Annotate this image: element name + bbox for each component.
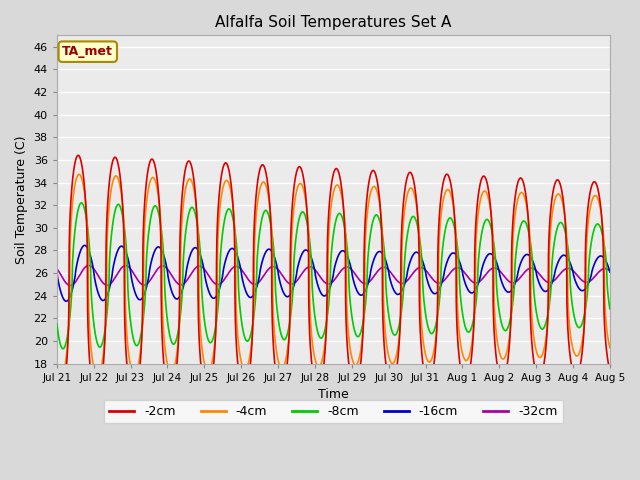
-16cm — [289, 285, 297, 290]
Line: -8cm: -8cm — [57, 203, 610, 349]
-16cm — [149, 252, 157, 258]
-8cm — [59, 346, 67, 352]
-2cm — [606, 367, 614, 373]
-8cm — [149, 205, 157, 211]
X-axis label: Time: Time — [318, 388, 349, 401]
-2cm — [56, 400, 63, 406]
-16cm — [116, 244, 124, 250]
-16cm — [536, 282, 543, 288]
Y-axis label: Soil Temperature (C): Soil Temperature (C) — [15, 135, 28, 264]
-16cm — [62, 299, 70, 304]
-2cm — [74, 153, 82, 158]
Line: -16cm: -16cm — [57, 245, 610, 301]
-2cm — [596, 194, 604, 200]
-4cm — [596, 201, 604, 206]
-16cm — [81, 242, 88, 248]
-4cm — [116, 184, 124, 190]
-16cm — [606, 269, 614, 275]
-4cm — [266, 199, 273, 205]
-4cm — [536, 355, 543, 360]
-32cm — [606, 268, 614, 274]
-32cm — [149, 273, 157, 278]
-2cm — [149, 157, 157, 163]
-2cm — [536, 375, 543, 381]
-2cm — [53, 394, 61, 400]
-2cm — [289, 191, 297, 197]
-32cm — [116, 266, 124, 272]
-8cm — [606, 306, 614, 312]
-4cm — [76, 171, 83, 177]
-8cm — [266, 215, 273, 220]
-2cm — [116, 175, 124, 180]
-4cm — [289, 211, 297, 217]
-16cm — [266, 246, 273, 252]
Line: -2cm: -2cm — [57, 156, 610, 403]
-4cm — [149, 175, 157, 180]
-32cm — [85, 263, 93, 268]
Line: -4cm: -4cm — [57, 174, 610, 377]
-16cm — [596, 253, 604, 259]
-16cm — [53, 268, 61, 274]
Legend: -2cm, -4cm, -8cm, -16cm, -32cm: -2cm, -4cm, -8cm, -16cm, -32cm — [104, 400, 563, 423]
Line: -32cm: -32cm — [57, 265, 610, 286]
-8cm — [596, 223, 604, 228]
Title: Alfalfa Soil Temperatures Set A: Alfalfa Soil Temperatures Set A — [215, 15, 452, 30]
-8cm — [53, 321, 61, 326]
-4cm — [606, 345, 614, 350]
-32cm — [289, 281, 297, 287]
-4cm — [53, 365, 61, 371]
-32cm — [596, 268, 604, 274]
-8cm — [116, 204, 124, 210]
-32cm — [67, 283, 74, 288]
-32cm — [536, 272, 543, 277]
-4cm — [57, 374, 65, 380]
-32cm — [266, 265, 273, 271]
Text: TA_met: TA_met — [62, 45, 113, 58]
-2cm — [266, 196, 273, 202]
-8cm — [536, 324, 543, 329]
-32cm — [53, 266, 61, 272]
-8cm — [289, 281, 297, 287]
-8cm — [77, 200, 85, 206]
